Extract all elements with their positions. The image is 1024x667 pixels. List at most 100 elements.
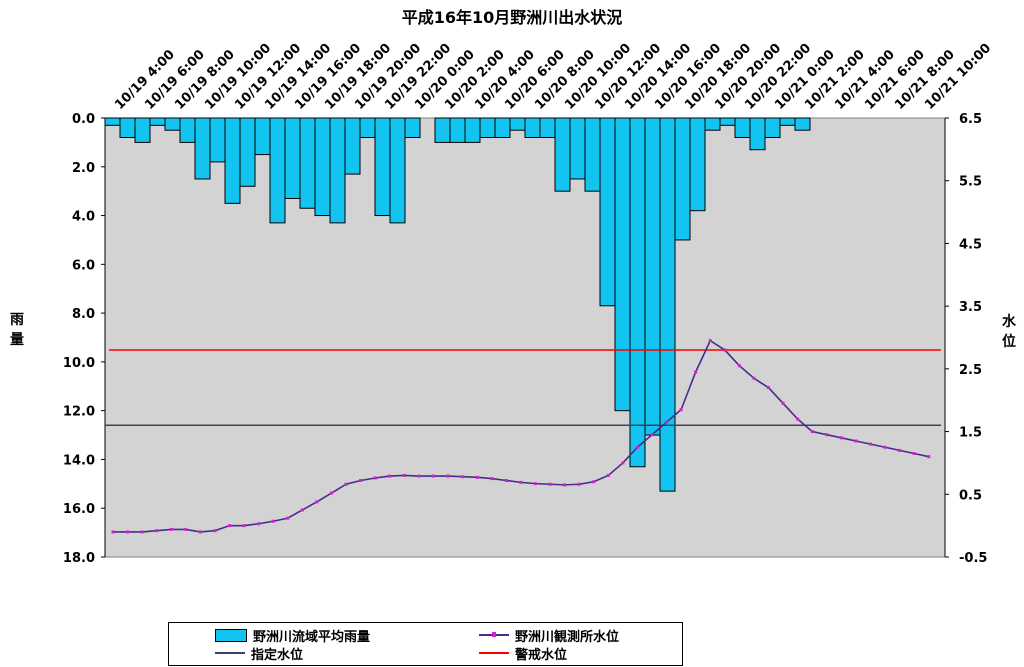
y-left-tick-label: 16.0 xyxy=(63,502,95,517)
rainfall-bar xyxy=(794,117,811,131)
y-right-tick-label: 3.5 xyxy=(959,300,982,315)
water-level-point xyxy=(883,445,887,449)
rainfall-bar xyxy=(749,117,766,151)
water-level-point xyxy=(490,477,494,481)
water-level-point xyxy=(912,452,916,456)
y-left-tick-label: 18.0 xyxy=(63,551,95,566)
water-level-point xyxy=(300,508,304,512)
water-level-point xyxy=(155,529,159,533)
rainfall-bar xyxy=(344,117,361,175)
y-right-axis-label: 水位 xyxy=(1002,314,1016,350)
y-left-axis-label: 雨量 xyxy=(10,312,24,348)
y-right-tick-label: -0.5 xyxy=(959,551,987,566)
rainfall-bar xyxy=(239,117,256,187)
water-level-point xyxy=(868,442,872,446)
water-level-point xyxy=(373,476,377,480)
water-level-point xyxy=(533,482,537,486)
legend-label-designated: 指定水位 xyxy=(251,647,304,663)
y-right-tick-label: 1.5 xyxy=(959,426,982,441)
water-level-point xyxy=(213,529,217,533)
water-level-point xyxy=(431,474,435,478)
rainfall-bar xyxy=(614,117,631,412)
rainfall-bar xyxy=(359,117,376,139)
y-left-tick-label: 14.0 xyxy=(63,453,95,468)
water-level-point xyxy=(111,530,115,534)
water-level-point xyxy=(694,370,698,374)
water-level-point xyxy=(825,433,829,437)
y-left-tick-label: 0.0 xyxy=(72,112,95,127)
water-level-point xyxy=(708,339,712,343)
rainfall-bar xyxy=(689,117,706,212)
rainfall-bar xyxy=(194,117,211,180)
water-level-point xyxy=(475,475,479,479)
water-level-point xyxy=(752,376,756,380)
chart-title: 平成16年10月野洲川出水状況 xyxy=(401,8,623,27)
rainfall-bar xyxy=(374,117,391,217)
rainfall-bar xyxy=(599,117,616,307)
water-level-point xyxy=(796,417,800,421)
legend-item-water-level: 野洲川観測所水位 xyxy=(479,626,620,645)
water-level-point xyxy=(198,530,202,534)
water-level-point xyxy=(781,401,785,405)
water-level-point xyxy=(650,433,654,437)
rainfall-bar xyxy=(329,117,346,224)
rainfall-bar xyxy=(269,117,286,224)
water-level-point xyxy=(519,480,523,484)
legend-item-rainfall: 野洲川流域平均雨量 xyxy=(215,626,371,645)
rainfall-bar xyxy=(569,117,586,180)
rainfall-bar xyxy=(314,117,331,217)
water-level-point xyxy=(563,483,567,487)
legend-label-water-level: 野洲川観測所水位 xyxy=(515,629,620,645)
water-level-point xyxy=(504,478,508,482)
water-level-point xyxy=(665,420,669,424)
water-level-point xyxy=(767,386,771,390)
legend-swatch-water-level xyxy=(479,632,509,637)
water-level-point xyxy=(169,527,173,531)
legend-item-designated: 指定水位 xyxy=(215,644,304,663)
rainfall-bar xyxy=(104,117,121,126)
water-level-point xyxy=(606,473,610,477)
y-left-tick-label: 8.0 xyxy=(72,307,95,322)
y-left-tick-label: 10.0 xyxy=(63,356,95,371)
y-right-tick-label: 5.5 xyxy=(959,175,982,190)
legend-label-warning: 警戒水位 xyxy=(515,647,568,663)
water-level-point xyxy=(737,364,741,368)
rainfall-bar xyxy=(164,117,181,131)
rainfall-bar xyxy=(644,117,661,436)
rainfall-bar xyxy=(494,117,511,139)
rainfall-bar xyxy=(254,117,271,156)
water-level-point xyxy=(592,480,596,484)
water-level-point xyxy=(242,524,246,528)
y-left-tick-label: 12.0 xyxy=(63,405,95,420)
water-level-point xyxy=(184,527,188,531)
water-level-point xyxy=(257,522,261,526)
legend: 野洲川流域平均雨量 野洲川観測所水位 指定水位 警戒水位 xyxy=(168,622,683,666)
rainfall-bar xyxy=(704,117,721,131)
rainfall-bar xyxy=(284,117,301,199)
water-level-point xyxy=(621,461,625,465)
water-level-point xyxy=(723,348,727,352)
water-level-point xyxy=(854,439,858,443)
water-level-point xyxy=(635,445,639,449)
y-left-tick-label: 6.0 xyxy=(72,258,95,273)
rainfall-bar xyxy=(299,117,316,209)
rainfall-bar xyxy=(479,117,496,139)
water-level-point xyxy=(446,474,450,478)
water-level-point xyxy=(359,478,363,482)
water-level-point xyxy=(927,455,931,459)
water-level-point xyxy=(286,516,290,520)
legend-label-rainfall: 野洲川流域平均雨量 xyxy=(253,629,371,645)
rainfall-bar xyxy=(464,117,481,143)
rainfall-bar xyxy=(434,117,451,143)
rainfall-bar xyxy=(389,117,406,224)
y-left-tick-label: 2.0 xyxy=(72,161,95,176)
rainfall-bar xyxy=(554,117,571,192)
rainfall-bar xyxy=(509,117,526,131)
water-level-point xyxy=(461,475,465,479)
water-level-point xyxy=(839,436,843,440)
rainfall-bar xyxy=(404,117,421,139)
legend-item-warning: 警戒水位 xyxy=(479,644,568,663)
rainfall-bar xyxy=(224,117,241,204)
water-level-point xyxy=(228,524,232,528)
